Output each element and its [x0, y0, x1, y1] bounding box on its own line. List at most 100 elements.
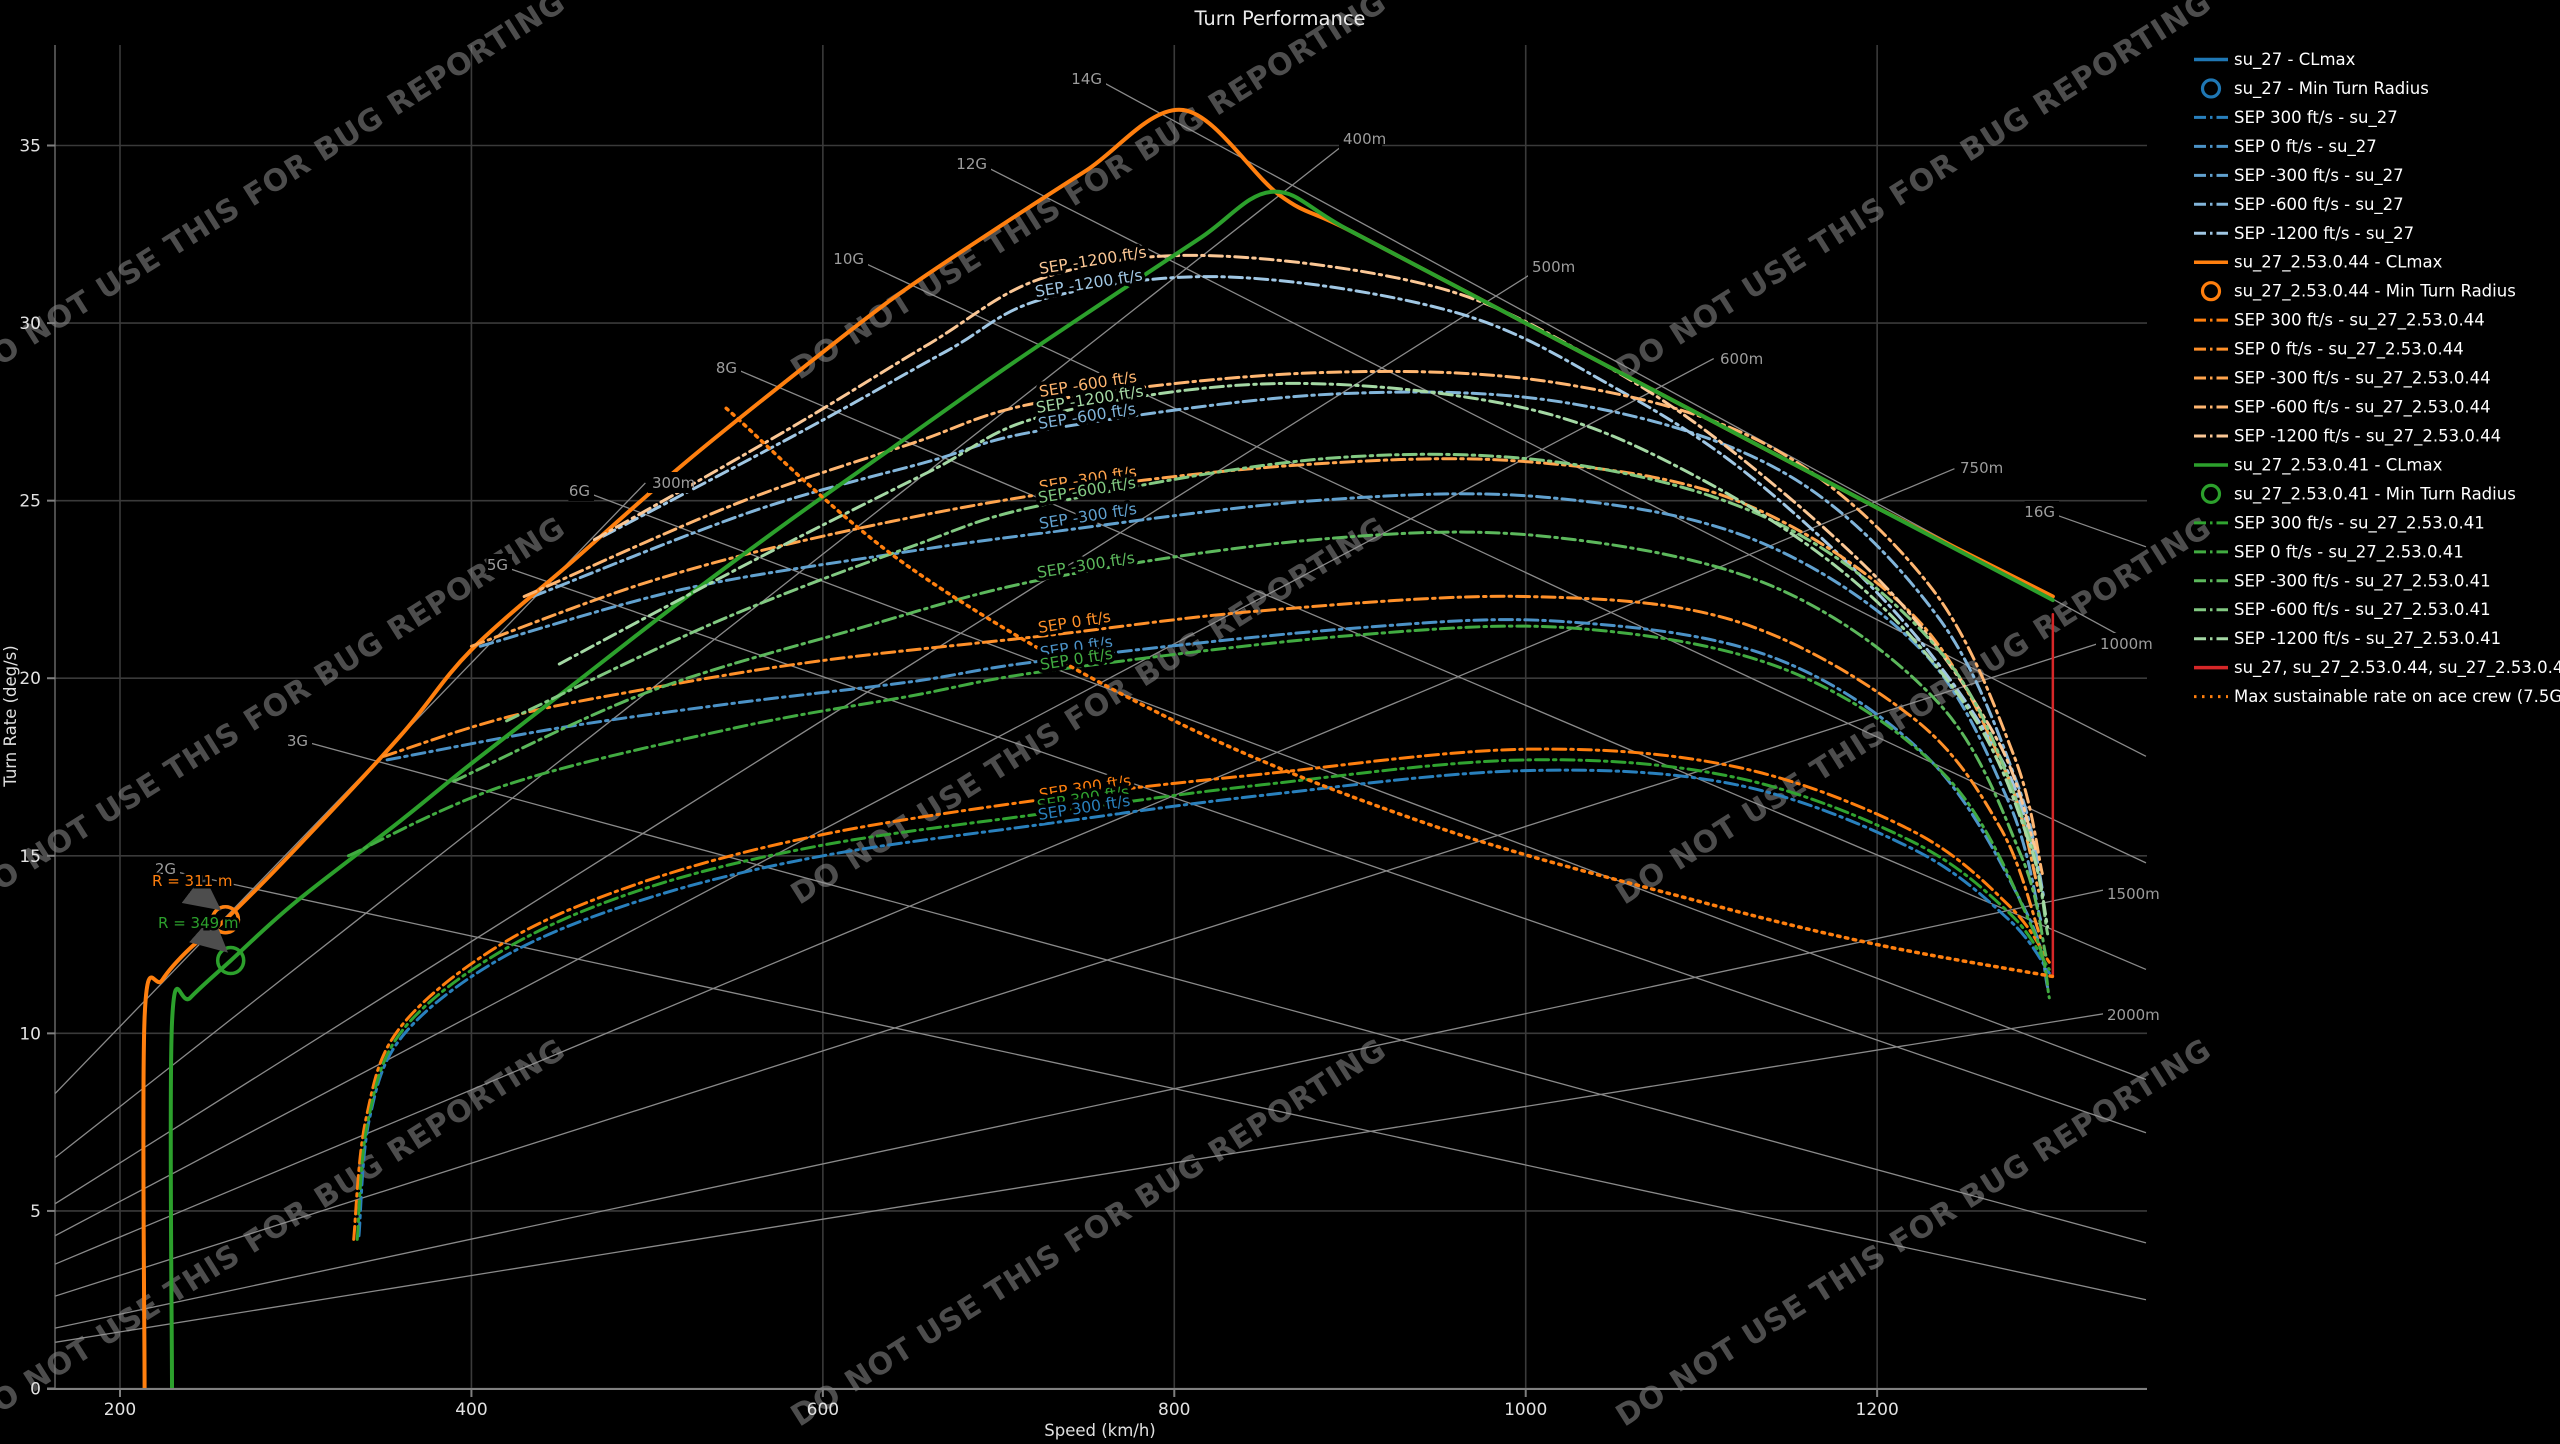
series-sep-600-ft-s-su-27-2-53-0-41 — [505, 452, 2050, 936]
guide-label-300m: 300m — [652, 474, 695, 492]
series-sep-1200-ft-s-su-27-2-53-0-44 — [592, 253, 2037, 851]
legend: su_27 - CLmax su_27 - Min Turn Radius SEP … — [2194, 50, 2560, 706]
x-tick-label: 600 — [807, 1400, 839, 1420]
guide-labels: 2G 3G 5G 6G 8G 10G 12G 14G 16G 300m 400m 500m 600m 75… — [154, 68, 2160, 1025]
guide-label-1000m: 1000m — [2100, 635, 2153, 653]
series-sep-1200-ft-s-su-27 — [601, 275, 2041, 875]
guide-line-1500m — [55, 887, 2115, 1329]
watermark-text: DO NOT USE THIS FOR BUG REPORTING — [0, 0, 572, 387]
y-tick-label: 10 — [19, 1024, 41, 1044]
radius-annotation: R = 349 m — [158, 914, 239, 932]
guide-line-16G — [2045, 510, 2147, 548]
legend-label: SEP -1200 ft/s - su_27_2.53.0.44 — [2234, 426, 2501, 446]
guide-line-2000m — [55, 1011, 2115, 1343]
radius-annotation: R = 311 m — [152, 872, 233, 890]
x-axis-label: Speed (km/h) — [1044, 1421, 1156, 1440]
series-sep-300-ft-s-su-27 — [478, 492, 2043, 922]
guide-line-400m — [55, 137, 1353, 1159]
y-tick-label: 25 — [19, 492, 41, 512]
legend-entry: SEP -300 ft/s - su_27_2.53.0.44 — [2194, 369, 2491, 389]
guide-label-600m: 600m — [1720, 350, 1763, 368]
guide-label-16G: 16G — [2024, 503, 2055, 521]
legend-label: SEP 300 ft/s - su_27 — [2234, 108, 2398, 128]
watermark-text: DO NOT USE THIS FOR BUG REPORTING — [785, 0, 1393, 387]
legend-label: su_27_2.53.0.41 - Min Turn Radius — [2234, 484, 2516, 504]
guide-label-500m: 500m — [1532, 258, 1575, 276]
legend-ring-swatch — [2200, 78, 2222, 99]
x-tick-label: 200 — [104, 1400, 136, 1420]
y-tick-label: 30 — [19, 314, 41, 334]
legend-label: SEP -600 ft/s - su_27 — [2234, 195, 2404, 215]
legend-entry: SEP 0 ft/s - su_27 — [2194, 137, 2377, 157]
data-series — [141, 107, 2055, 1390]
inline-sep-label: SEP 0 ft/s — [1037, 608, 1112, 637]
guide-label-12G: 12G — [956, 155, 987, 173]
legend-label: SEP 0 ft/s - su_27_2.53.0.44 — [2234, 340, 2464, 360]
guide-label-14G: 14G — [1071, 70, 1102, 88]
guide-line-500m — [55, 265, 1544, 1205]
guide-label-2000m: 2000m — [2107, 1006, 2160, 1024]
legend-label: su_27_2.53.0.44 - CLmax — [2234, 253, 2443, 273]
legend-entry: SEP -600 ft/s - su_27 — [2194, 195, 2404, 215]
legend-label: SEP -1200 ft/s - su_27 — [2234, 224, 2414, 244]
watermarks: DO NOT USE THIS FOR BUG REPORTING DO NOT … — [0, 0, 2218, 1434]
legend-entry: su_27, su_27_2.53.0.44, su_27_2.53.0.41 … — [2194, 658, 2560, 678]
series-max-sustainable-rate-on-ace-crew-7-5g- — [724, 406, 2055, 979]
y-tick-label: 20 — [19, 669, 41, 689]
legend-entry: SEP -600 ft/s - su_27_2.53.0.44 — [2194, 398, 2491, 418]
guide-label-3G: 3G — [287, 732, 308, 750]
y-axis-label: Turn Rate (deg/s) — [1, 645, 20, 787]
legend-label: SEP 0 ft/s - su_27_2.53.0.41 — [2234, 542, 2464, 562]
legend-label: su_27_2.53.0.41 - CLmax — [2234, 455, 2443, 475]
series-sep-0-ft-s-su-27-2-53-0-41 — [346, 624, 2051, 1000]
legend-label: su_27, su_27_2.53.0.44, su_27_2.53.0.41 … — [2234, 658, 2560, 678]
x-tick-label: 1000 — [1504, 1400, 1547, 1420]
series-sep-600-ft-s-su-27 — [531, 390, 2046, 900]
guide-line-5G — [497, 563, 2147, 1134]
legend-entry: SEP 300 ft/s - su_27 — [2194, 108, 2398, 128]
legend-label: SEP 300 ft/s - su_27_2.53.0.41 — [2234, 513, 2485, 533]
legend-entry: su_27_2.53.0.41 - CLmax — [2194, 455, 2443, 475]
guide-label-2G: 2G — [155, 860, 176, 878]
series-sep-300-ft-s-su-27 — [357, 768, 2051, 1238]
legend-entry: SEP 0 ft/s - su_27_2.53.0.41 — [2194, 542, 2464, 562]
legend-label: su_27 - Min Turn Radius — [2234, 79, 2429, 99]
series-sep-1200-ft-s-su-27-2-53-0-41 — [557, 381, 2050, 929]
axes: 200 400 600 800 1000 1200 0 5 10 15 20 25 30 35 — [19, 45, 2147, 1420]
legend-entry: SEP -300 ft/s - su_27_2.53.0.41 — [2194, 571, 2491, 591]
series-sep-300-ft-s-su-27-2-53-0-41 — [452, 530, 2048, 957]
guide-label-400m: 400m — [1343, 130, 1386, 148]
watermark-text: DO NOT USE THIS FOR BUG REPORTING — [1610, 0, 2218, 387]
watermark-text: DO NOT USE THIS FOR BUG REPORTING — [1610, 1032, 2218, 1434]
series-sep-0-ft-s-su-27-2-53-0-44 — [382, 594, 2043, 939]
watermark-text: DO NOT USE THIS FOR BUG REPORTING — [785, 1032, 1393, 1434]
legend-label: su_27_2.53.0.44 - Min Turn Radius — [2234, 282, 2516, 302]
legend-label: SEP -300 ft/s - su_27_2.53.0.41 — [2234, 571, 2491, 591]
legend-entry: SEP 300 ft/s - su_27_2.53.0.41 — [2194, 513, 2485, 533]
y-tick-label: 15 — [19, 847, 41, 867]
legend-entry: SEP -1200 ft/s - su_27_2.53.0.41 — [2194, 629, 2501, 649]
legend-ring-swatch — [2200, 483, 2222, 504]
legend-label: SEP -300 ft/s - su_27 — [2234, 166, 2404, 186]
legend-entry: su_27_2.53.0.44 - Min Turn Radius — [2200, 281, 2516, 302]
guide-label-750m: 750m — [1960, 459, 2003, 477]
guide-line-1000m — [55, 634, 2124, 1297]
guide-label-5G: 5G — [487, 556, 508, 574]
guide-line-600m — [55, 358, 1715, 1237]
legend-entry: SEP -600 ft/s - su_27_2.53.0.41 — [2194, 600, 2491, 620]
y-tick-label: 35 — [19, 137, 41, 157]
x-tick-label: 1200 — [1856, 1400, 1899, 1420]
legend-label: SEP -600 ft/s - su_27_2.53.0.44 — [2234, 398, 2491, 418]
guide-line-12G — [978, 162, 2147, 757]
guide-line-3G — [293, 737, 2147, 1244]
series-sep-300-ft-s-su-27-2-53-0-41 — [355, 758, 2051, 1241]
legend-label: SEP -600 ft/s - su_27_2.53.0.41 — [2234, 600, 2491, 620]
watermark-text: DO NOT USE THIS FOR BUG REPORTING — [1610, 510, 2218, 912]
legend-entry: SEP 300 ft/s - su_27_2.53.0.44 — [2194, 311, 2485, 331]
legend-label: SEP -1200 ft/s - su_27_2.53.0.41 — [2234, 629, 2501, 649]
legend-label: SEP 0 ft/s - su_27 — [2234, 137, 2377, 157]
guide-label-10G: 10G — [833, 250, 864, 268]
legend-entry: su_27_2.53.0.41 - Min Turn Radius — [2200, 483, 2516, 504]
y-tick-label: 0 — [30, 1380, 41, 1400]
